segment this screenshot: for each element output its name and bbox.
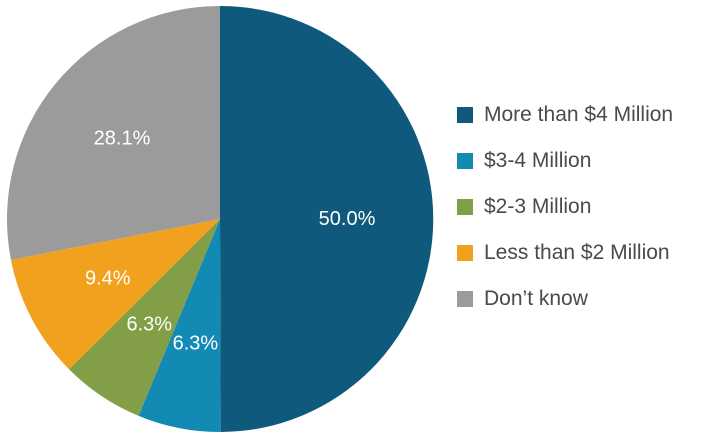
pie-slice-4 [10,219,220,370]
legend-label-3: $2-3 Million [484,195,592,218]
slice-value-label-1: 50.0% [319,208,376,230]
pie-slice-3 [69,219,220,416]
pie-slice-1 [220,5,434,432]
slice-value-label-4: 9.4% [85,268,131,290]
legend-swatch-2 [457,153,473,169]
pie-slice-5 [7,6,221,260]
slice-value-label-3: 6.3% [127,314,173,336]
legend-swatch-3 [457,199,473,215]
pie-slice-2 [138,219,221,433]
legend-item-4: Less than $2 Million [457,230,673,276]
pie-slices [7,5,434,433]
legend-swatch-5 [457,291,473,307]
legend-label-4: Less than $2 Million [484,241,670,264]
legend-swatch-1 [457,107,473,123]
legend-label-1: More than $4 Million [484,103,674,126]
pie-labels: 50.0% 6.3%6.3% 9.4% 28.1% [85,127,376,354]
legend-swatch-4 [457,245,473,261]
legend-item-5: Don’t know [457,276,673,322]
legend-item-3: $2-3 Million [457,184,673,230]
legend-label-2: $3-4 Million [484,149,592,172]
legend-item-1: More than $4 Million [457,92,673,138]
legend: More than $4 Million $3-4 Million $2-3 Mil… [457,92,673,322]
legend-item-2: $3-4 Million [457,138,673,184]
slice-value-label-5: 28.1% [94,127,151,149]
legend-label-5: Don’t know [484,287,588,310]
slice-value-label-2: 6.3% [173,333,219,355]
